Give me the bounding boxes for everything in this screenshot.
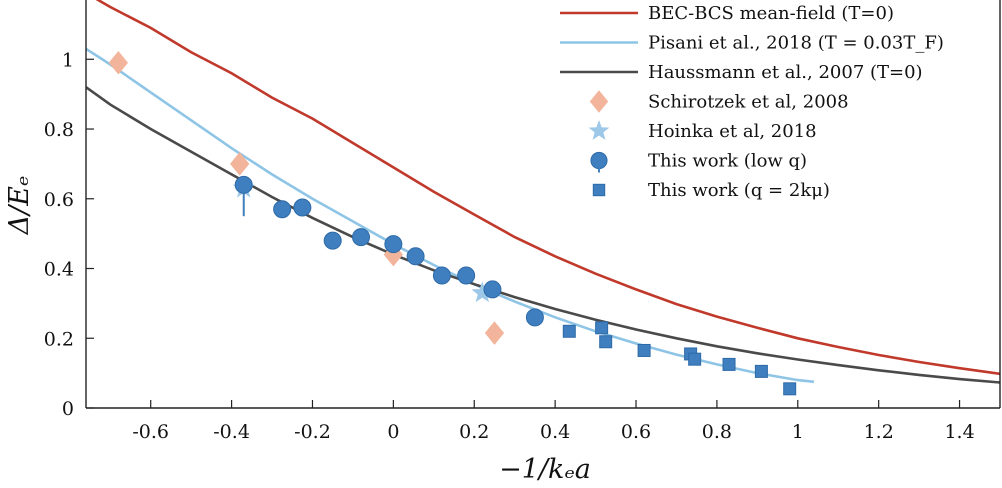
- data-point-square: [595, 321, 609, 335]
- x-tick-label: -0.2: [294, 421, 331, 443]
- legend-label: This work (q = 2kμ): [648, 180, 830, 201]
- data-point-circle: [525, 308, 544, 327]
- data-point-square: [562, 324, 576, 338]
- x-tick-label: -0.6: [132, 421, 169, 443]
- legend-label: Pisani et al., 2018 (T = 0.03T_F): [648, 33, 944, 54]
- legend: BEC-BCS mean-field (T=0) Pisani et al., 2…: [560, 3, 944, 201]
- x-tick-label: 0.2: [459, 421, 489, 443]
- data-point-square: [783, 382, 797, 396]
- data-point-diamond: [230, 152, 250, 176]
- y-tick-label: 0.8: [44, 119, 74, 141]
- data-point-diamond: [484, 321, 505, 345]
- data-point-diamond: [108, 50, 129, 75]
- plot-area: [86, 0, 1000, 396]
- x-tick-label: 0: [387, 421, 399, 443]
- x-tick-label: 1.2: [864, 421, 894, 443]
- data-layer: [86, 0, 1000, 396]
- y-tick-label: 1: [62, 49, 74, 71]
- x-tick-label: 0.6: [621, 421, 651, 443]
- series-line-1: [86, 47, 815, 384]
- series-line-0: [95, 0, 1000, 376]
- data-point-circle: [483, 280, 502, 299]
- x-tick-label: 0.8: [702, 421, 732, 443]
- data-point-square: [722, 357, 736, 371]
- y-tick-label: 0.4: [44, 259, 74, 281]
- legend-marker: [592, 183, 606, 197]
- x-axis-label: −1/kₑa: [499, 454, 591, 485]
- legend-label: Hoinka et al, 2018: [648, 121, 817, 142]
- data-point-circle: [293, 198, 312, 217]
- data-point-circle: [457, 266, 476, 285]
- data-point-square: [637, 343, 651, 357]
- data-point-circle: [234, 175, 253, 194]
- data-point-square: [599, 335, 613, 349]
- data-point-circle: [323, 231, 342, 250]
- legend-label: Haussmann et al., 2007 (T=0): [648, 62, 923, 83]
- y-tick-label: 0.2: [44, 328, 74, 350]
- x-tick-label: 1: [792, 421, 804, 443]
- series-line-2: [86, 86, 1000, 384]
- axes: -0.6 -0.4 -0.2 0 0.2 0.4 0.6 0.8 1 1.2 1.4 0 0.2 0.4 0…: [44, 0, 1001, 443]
- legend-label: BEC-BCS mean-field (T=0): [648, 3, 894, 24]
- data-point-circle: [406, 247, 425, 266]
- legend-marker: [589, 90, 609, 113]
- legend-label: Schirotzek et al, 2008: [648, 92, 849, 113]
- data-point-circle: [273, 200, 292, 219]
- y-tick-label: 0: [62, 398, 74, 420]
- legend-marker: [588, 120, 610, 140]
- data-point-square: [754, 364, 768, 378]
- y-tick-label: 0.6: [44, 189, 74, 211]
- data-point-circle: [432, 266, 451, 285]
- x-tick-label: 1.4: [944, 421, 974, 443]
- data-point-circle: [352, 228, 371, 247]
- legend-label: This work (low q): [648, 151, 807, 172]
- y-axis-label: Δ/Eₑ: [4, 176, 35, 236]
- x-tick-label: 0.4: [540, 421, 570, 443]
- x-tick-label: -0.4: [213, 421, 250, 443]
- data-point-circle: [384, 235, 403, 254]
- data-point-square: [688, 352, 702, 366]
